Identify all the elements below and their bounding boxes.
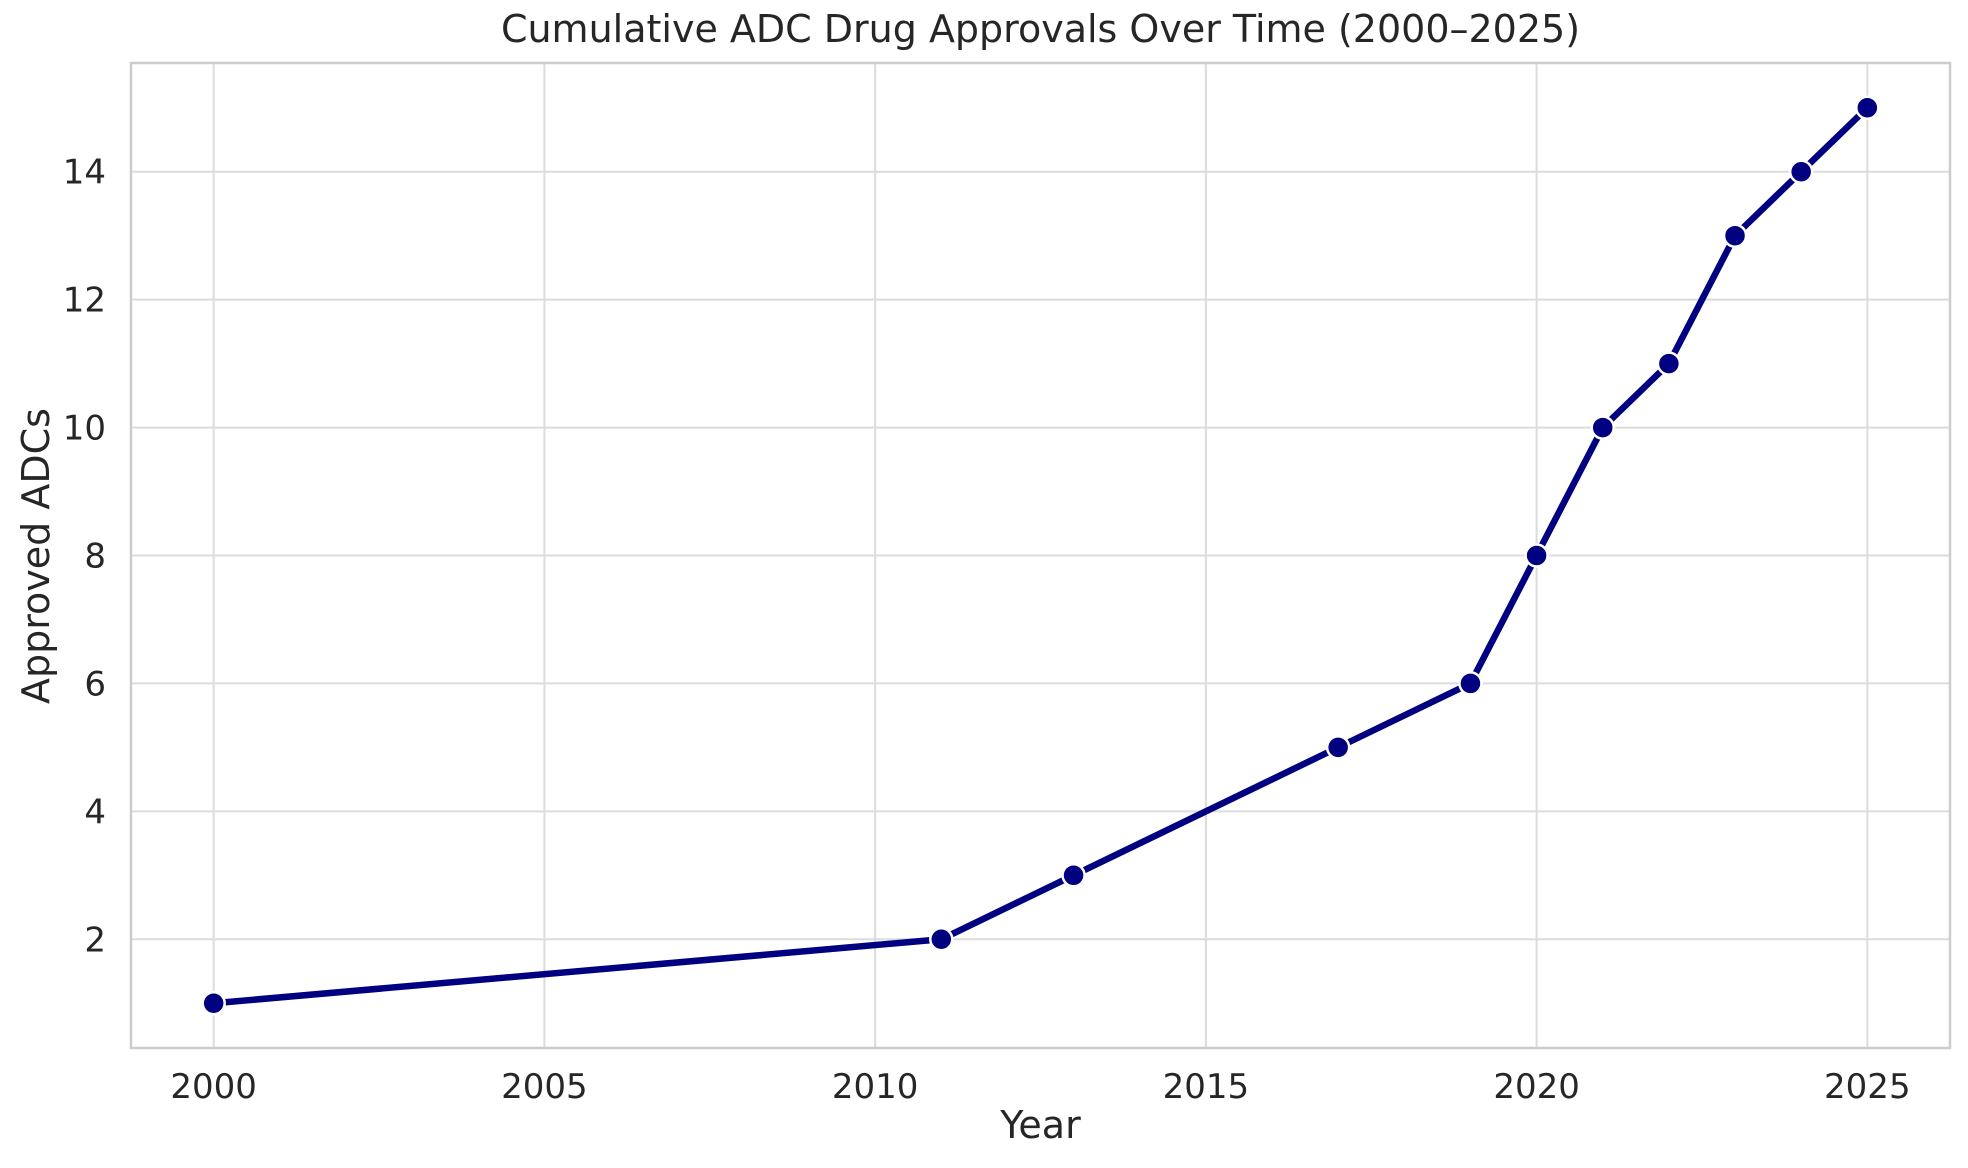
y-tick-label: 4 <box>84 792 106 832</box>
data-point-marker <box>1722 223 1748 248</box>
y-tick-label: 12 <box>63 281 106 321</box>
x-tick-label: 2010 <box>832 1067 919 1107</box>
axes-spines <box>129 61 1952 1050</box>
x-tick-label: 2005 <box>501 1067 588 1107</box>
y-tick-label: 14 <box>63 153 106 193</box>
x-tick-label: 2015 <box>1163 1067 1250 1107</box>
data-point-marker <box>1061 863 1086 888</box>
y-tick-label: 10 <box>63 409 106 449</box>
x-axis-label: Year <box>1000 1103 1081 1147</box>
y-tick-label: 2 <box>84 920 106 960</box>
chart-title: Cumulative ADC Drug Approvals Over Time … <box>500 7 1581 51</box>
x-tick-label: 2025 <box>1824 1067 1911 1107</box>
data-point-marker <box>1458 671 1483 696</box>
data-point-marker <box>1656 351 1682 376</box>
data-point-marker <box>1855 95 1880 121</box>
y-axis-label: Approved ADCs <box>14 408 58 704</box>
data-point-marker <box>929 927 954 952</box>
data-point-marker <box>1788 159 1814 184</box>
data-point-marker <box>1524 543 1549 568</box>
data-point-marker <box>201 990 226 1016</box>
x-tick-label: 2020 <box>1493 1067 1580 1107</box>
x-tick-label: 2000 <box>170 1067 257 1107</box>
data-point-marker <box>1590 415 1615 440</box>
y-tick-label: 6 <box>84 664 106 704</box>
y-tick-label: 8 <box>84 537 106 577</box>
data-point-marker <box>1325 735 1351 760</box>
